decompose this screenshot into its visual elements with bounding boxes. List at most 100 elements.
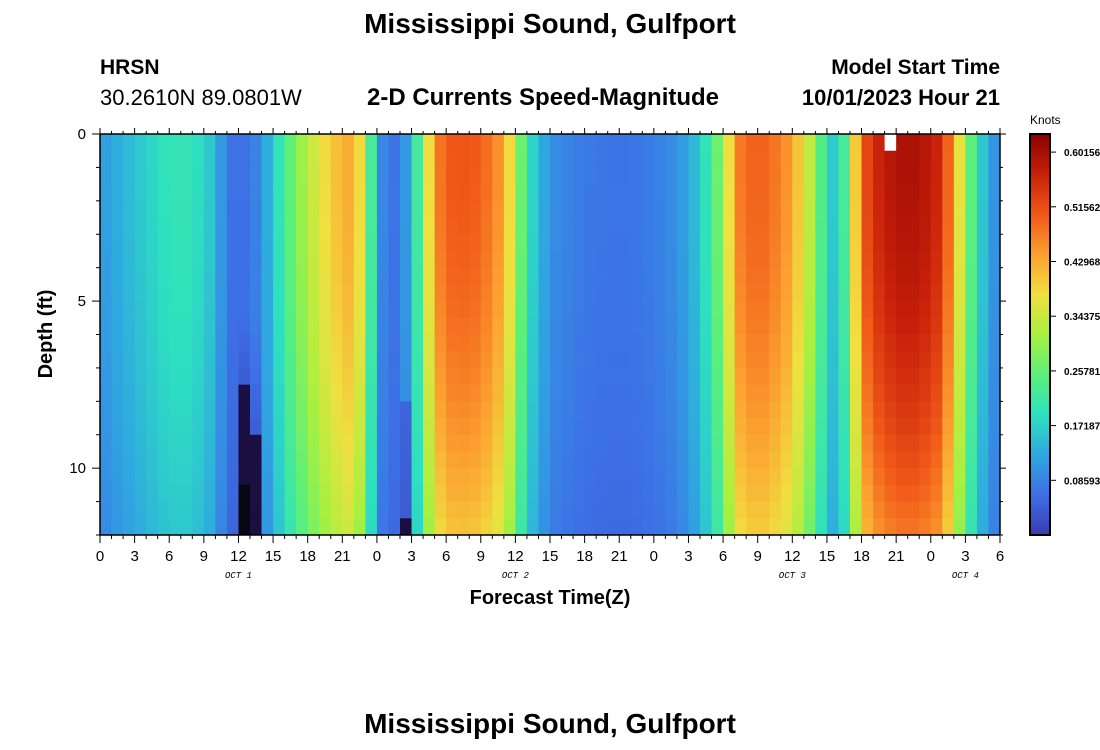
heatmap-cell	[411, 434, 424, 452]
heatmap-cell	[757, 367, 770, 386]
heatmap-cell	[930, 484, 943, 502]
heatmap-cell	[988, 518, 1001, 536]
heatmap-cell	[965, 418, 978, 436]
heatmap-cell	[596, 351, 609, 369]
heatmap-cell	[642, 234, 655, 252]
heatmap-cell	[526, 384, 539, 402]
heatmap-cell	[446, 468, 459, 486]
heatmap-cell	[930, 401, 943, 419]
heatmap-cell	[930, 167, 943, 185]
heatmap-cell	[746, 334, 759, 352]
heatmap-cell	[169, 367, 182, 386]
heatmap-cell	[584, 134, 597, 152]
heatmap-cell	[780, 401, 793, 419]
heatmap-cell	[503, 468, 516, 486]
heatmap-cell	[169, 284, 182, 302]
heatmap-cell	[526, 167, 539, 185]
heatmap-cell	[342, 434, 355, 452]
heatmap-cell	[757, 200, 770, 218]
heatmap-cell	[757, 217, 770, 235]
heatmap-cell	[896, 234, 909, 252]
heatmap-cell	[503, 418, 516, 436]
heatmap-cell	[492, 217, 505, 235]
heatmap-cell	[861, 150, 874, 168]
heatmap-cell	[134, 217, 147, 235]
heatmap-cell	[930, 351, 943, 369]
heatmap-cell	[250, 234, 262, 252]
x-tick-label: 15	[265, 548, 282, 565]
heatmap-cell	[434, 284, 447, 302]
heatmap-cell	[780, 267, 793, 285]
heatmap-cell	[111, 334, 124, 352]
heatmap-cell	[400, 384, 412, 402]
heatmap-cell	[411, 518, 424, 536]
heatmap-cell	[376, 217, 389, 235]
heatmap-cell	[215, 434, 228, 452]
heatmap-cell	[192, 384, 205, 402]
heatmap-cell	[226, 518, 239, 536]
heatmap-cell	[815, 234, 828, 252]
heatmap-cell	[538, 334, 551, 352]
heatmap-cell	[803, 384, 816, 402]
heatmap-cell	[330, 451, 343, 469]
heatmap-cell	[215, 518, 228, 536]
heatmap-cell	[769, 451, 782, 469]
heatmap-cell	[676, 217, 689, 235]
heatmap-cell	[469, 334, 482, 352]
heatmap-cell	[365, 267, 378, 285]
heatmap-cell	[307, 384, 320, 402]
heatmap-cell	[700, 434, 712, 452]
heatmap-cell	[100, 484, 112, 502]
heatmap-cell	[561, 401, 574, 419]
heatmap-cell	[930, 434, 943, 452]
heatmap-cell	[688, 250, 701, 269]
heatmap-cell	[803, 351, 816, 369]
heatmap-cell	[134, 401, 147, 419]
heatmap-cell	[573, 401, 586, 419]
heatmap-cell	[550, 468, 562, 486]
heatmap-cell	[919, 217, 932, 235]
heatmap-cell	[919, 234, 932, 252]
heatmap-cell	[353, 401, 366, 419]
heatmap-cell	[884, 501, 897, 519]
heatmap-cell	[434, 234, 447, 252]
heatmap-cell	[307, 401, 320, 419]
heatmap-cell	[180, 167, 193, 185]
heatmap-cell	[146, 418, 159, 436]
heatmap-cell	[434, 418, 447, 436]
heatmap-cell	[526, 418, 539, 436]
heatmap-cell	[446, 167, 459, 185]
x-tick-label: 15	[819, 548, 836, 565]
heatmap-cell	[250, 301, 262, 319]
heatmap-cell	[238, 234, 251, 252]
heatmap-cell	[526, 501, 539, 519]
x-tick-label: 3	[130, 548, 138, 565]
heatmap-cell	[503, 184, 516, 202]
heatmap-cell	[653, 367, 666, 386]
heatmap-cell	[411, 384, 424, 402]
heatmap-cell	[861, 167, 874, 185]
heatmap-cell	[815, 217, 828, 235]
heatmap-cell	[746, 317, 759, 335]
heatmap-cell	[492, 384, 505, 402]
heatmap-cell	[838, 217, 851, 235]
heatmap-cell	[480, 451, 493, 469]
heatmap-cell	[100, 501, 112, 519]
heatmap-cell	[630, 334, 643, 352]
heatmap-cell	[400, 317, 412, 335]
heatmap-cell	[319, 501, 332, 519]
heatmap-cell	[215, 150, 228, 168]
heatmap-cell	[157, 234, 170, 252]
heatmap-cell	[400, 518, 412, 536]
heatmap-cell	[976, 167, 989, 185]
heatmap-cell	[515, 217, 528, 235]
heatmap-cell	[400, 184, 412, 202]
heatmap-cell	[400, 451, 412, 469]
heatmap-cell	[446, 317, 459, 335]
heatmap-cell	[146, 351, 159, 369]
heatmap-cell	[492, 150, 505, 168]
heatmap-cell	[665, 317, 678, 335]
heatmap-cell	[192, 250, 205, 269]
heatmap-cell	[146, 334, 159, 352]
heatmap-cell	[307, 234, 320, 252]
